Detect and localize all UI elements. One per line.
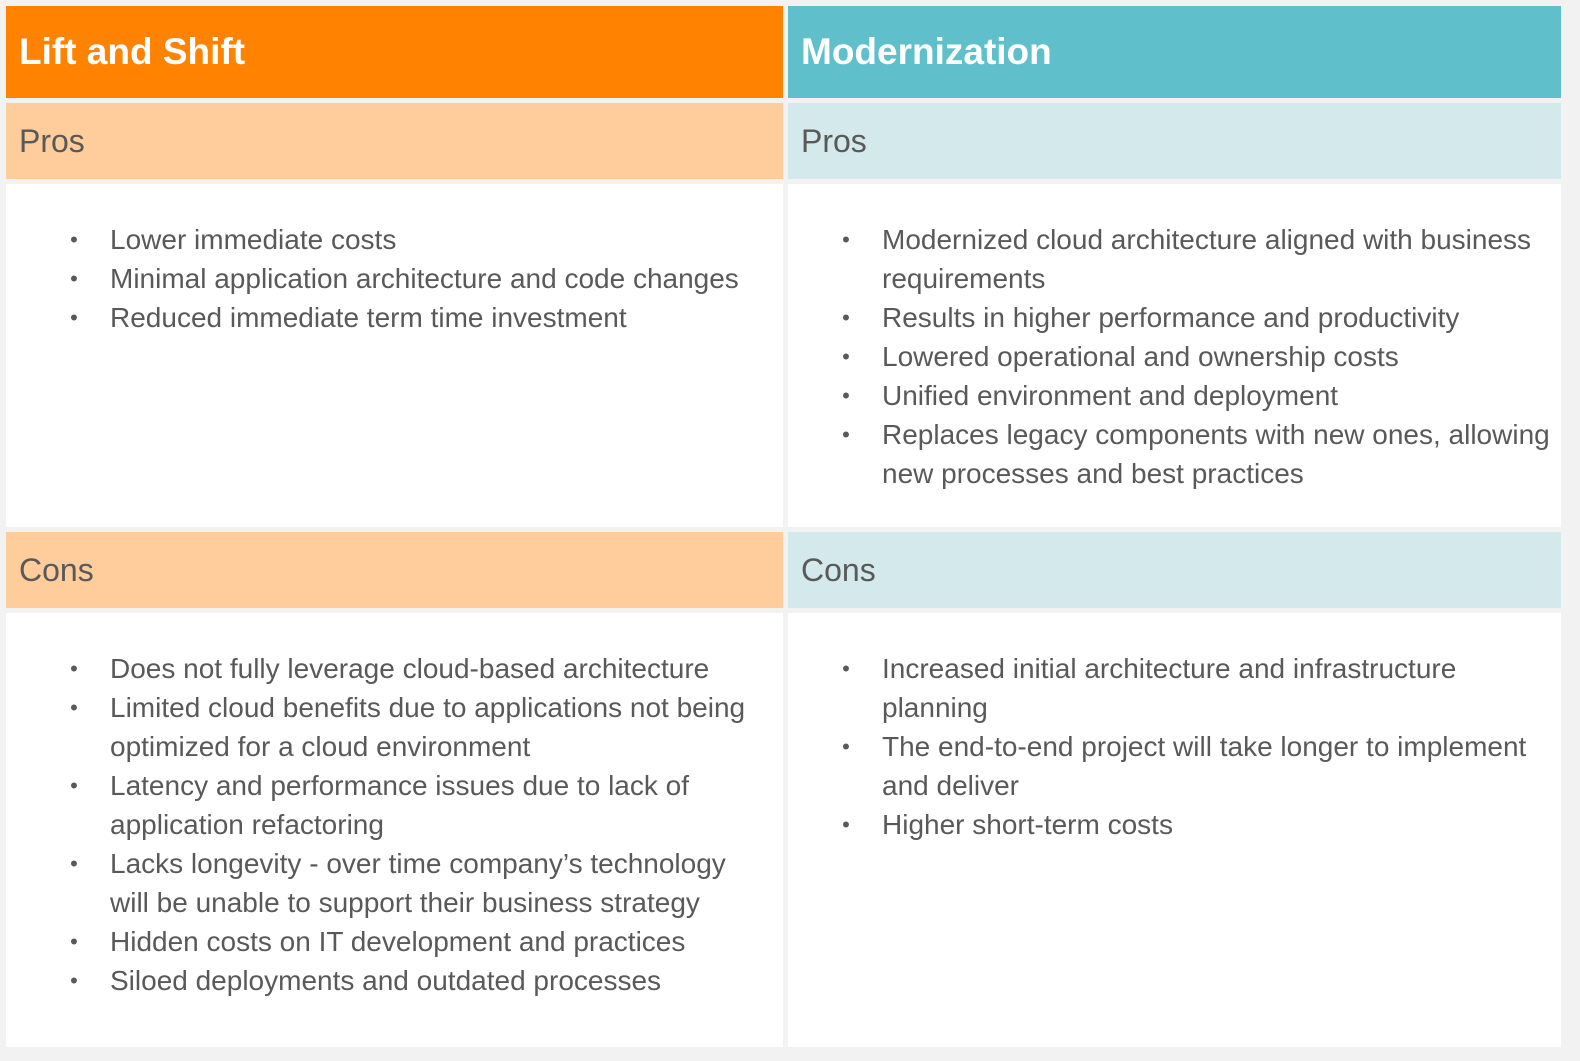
lift-and-shift-cons-body: • Does not fully leverage cloud-based arc… [6, 613, 783, 1047]
bullet-icon: • [70, 305, 78, 330]
list-item: • Reduced immediate term time investment [64, 298, 764, 337]
modernization-cons-label: Cons [801, 552, 876, 588]
list-item: • Unified environment and deployment [836, 376, 1552, 415]
list-item: • Lacks longevity - over time company’s t… [64, 844, 764, 922]
list-item: • Higher short-term costs [836, 805, 1552, 844]
bullet-icon: • [70, 656, 78, 681]
lift-and-shift-cons-label: Cons [19, 552, 94, 588]
bullet-icon: • [70, 968, 78, 993]
lift-and-shift-pros-header: Pros [6, 103, 783, 179]
list-item-text: Modernized cloud architecture aligned wi… [882, 224, 1532, 294]
list-item-text: Lowered operational and ownership costs [882, 341, 1399, 372]
list-item: • Replaces legacy components with new one… [836, 415, 1552, 493]
bullet-icon: • [70, 773, 78, 798]
list-item-text: Limited cloud benefits due to applicatio… [110, 692, 746, 762]
list-item: • Increased initial architecture and infr… [836, 649, 1552, 727]
modernization-cons-list: • Increased initial architecture and infr… [836, 649, 1552, 844]
list-item-text: Lacks longevity - over time company’s te… [110, 848, 726, 918]
bullet-icon: • [842, 734, 850, 759]
modernization-cons-body: • Increased initial architecture and infr… [788, 613, 1561, 1047]
bullet-icon: • [70, 695, 78, 720]
bullet-icon: • [842, 344, 850, 369]
lift-and-shift-pros-body: • Lower immediate costs • Minimal applicat… [6, 184, 783, 527]
list-item: • Siloed deployments and outdated process… [64, 961, 764, 1000]
list-item-text: Unified environment and deployment [882, 380, 1339, 411]
list-item-text: Does not fully leverage cloud-based arch… [110, 653, 710, 684]
lift-and-shift-pros-list: • Lower immediate costs • Minimal applicat… [64, 220, 764, 337]
list-item-text: Minimal application architecture and cod… [110, 263, 739, 294]
bullet-icon: • [842, 422, 850, 447]
list-item-text: The end-to-end project will take longer … [882, 731, 1527, 801]
list-item: • Latency and performance issues due to l… [64, 766, 764, 844]
bullet-icon: • [842, 383, 850, 408]
modernization-cons-header: Cons [788, 532, 1561, 608]
list-item: • Does not fully leverage cloud-based arc… [64, 649, 764, 688]
modernization-title: Modernization [801, 31, 1052, 72]
lift-and-shift-pros-label: Pros [19, 123, 85, 159]
modernization-pros-label: Pros [801, 123, 867, 159]
list-item-text: Latency and performance issues due to la… [110, 770, 690, 840]
bullet-icon: • [70, 851, 78, 876]
lift-and-shift-cons-list: • Does not fully leverage cloud-based arc… [64, 649, 764, 1000]
bullet-icon: • [70, 227, 78, 252]
modernization-pros-header: Pros [788, 103, 1561, 179]
list-item: • Limited cloud benefits due to applicati… [64, 688, 764, 766]
modernization-pros-list: • Modernized cloud architecture aligned w… [836, 220, 1552, 493]
lift-and-shift-title: Lift and Shift [19, 31, 246, 72]
bullet-icon: • [70, 929, 78, 954]
list-item-text: Results in higher performance and produc… [882, 302, 1460, 333]
bullet-icon: • [842, 227, 850, 252]
list-item-text: Reduced immediate term time investment [110, 302, 627, 333]
bullet-icon: • [842, 812, 850, 837]
bullet-icon: • [70, 266, 78, 291]
list-item-text: Higher short-term costs [882, 809, 1173, 840]
list-item-text: Replaces legacy components with new ones… [882, 419, 1550, 489]
list-item-text: Lower immediate costs [110, 224, 397, 255]
modernization-header: Modernization [788, 6, 1561, 98]
lift-and-shift-cons-header: Cons [6, 532, 783, 608]
list-item: • Hidden costs on IT development and prac… [64, 922, 764, 961]
list-item: • Results in higher performance and produ… [836, 298, 1552, 337]
lift-and-shift-header: Lift and Shift [6, 6, 783, 98]
list-item: • Modernized cloud architecture aligned w… [836, 220, 1552, 298]
list-item-text: Siloed deployments and outdated processe… [110, 965, 662, 996]
list-item-text: Hidden costs on IT development and pract… [110, 926, 686, 957]
list-item: • Lower immediate costs [64, 220, 764, 259]
list-item: • Minimal application architecture and co… [64, 259, 764, 298]
bullet-icon: • [842, 305, 850, 330]
list-item: • Lowered operational and ownership costs [836, 337, 1552, 376]
list-item-text: Increased initial architecture and infra… [882, 653, 1457, 723]
modernization-pros-body: • Modernized cloud architecture aligned w… [788, 184, 1561, 527]
bullet-icon: • [842, 656, 850, 681]
list-item: • The end-to-end project will take longer… [836, 727, 1552, 805]
